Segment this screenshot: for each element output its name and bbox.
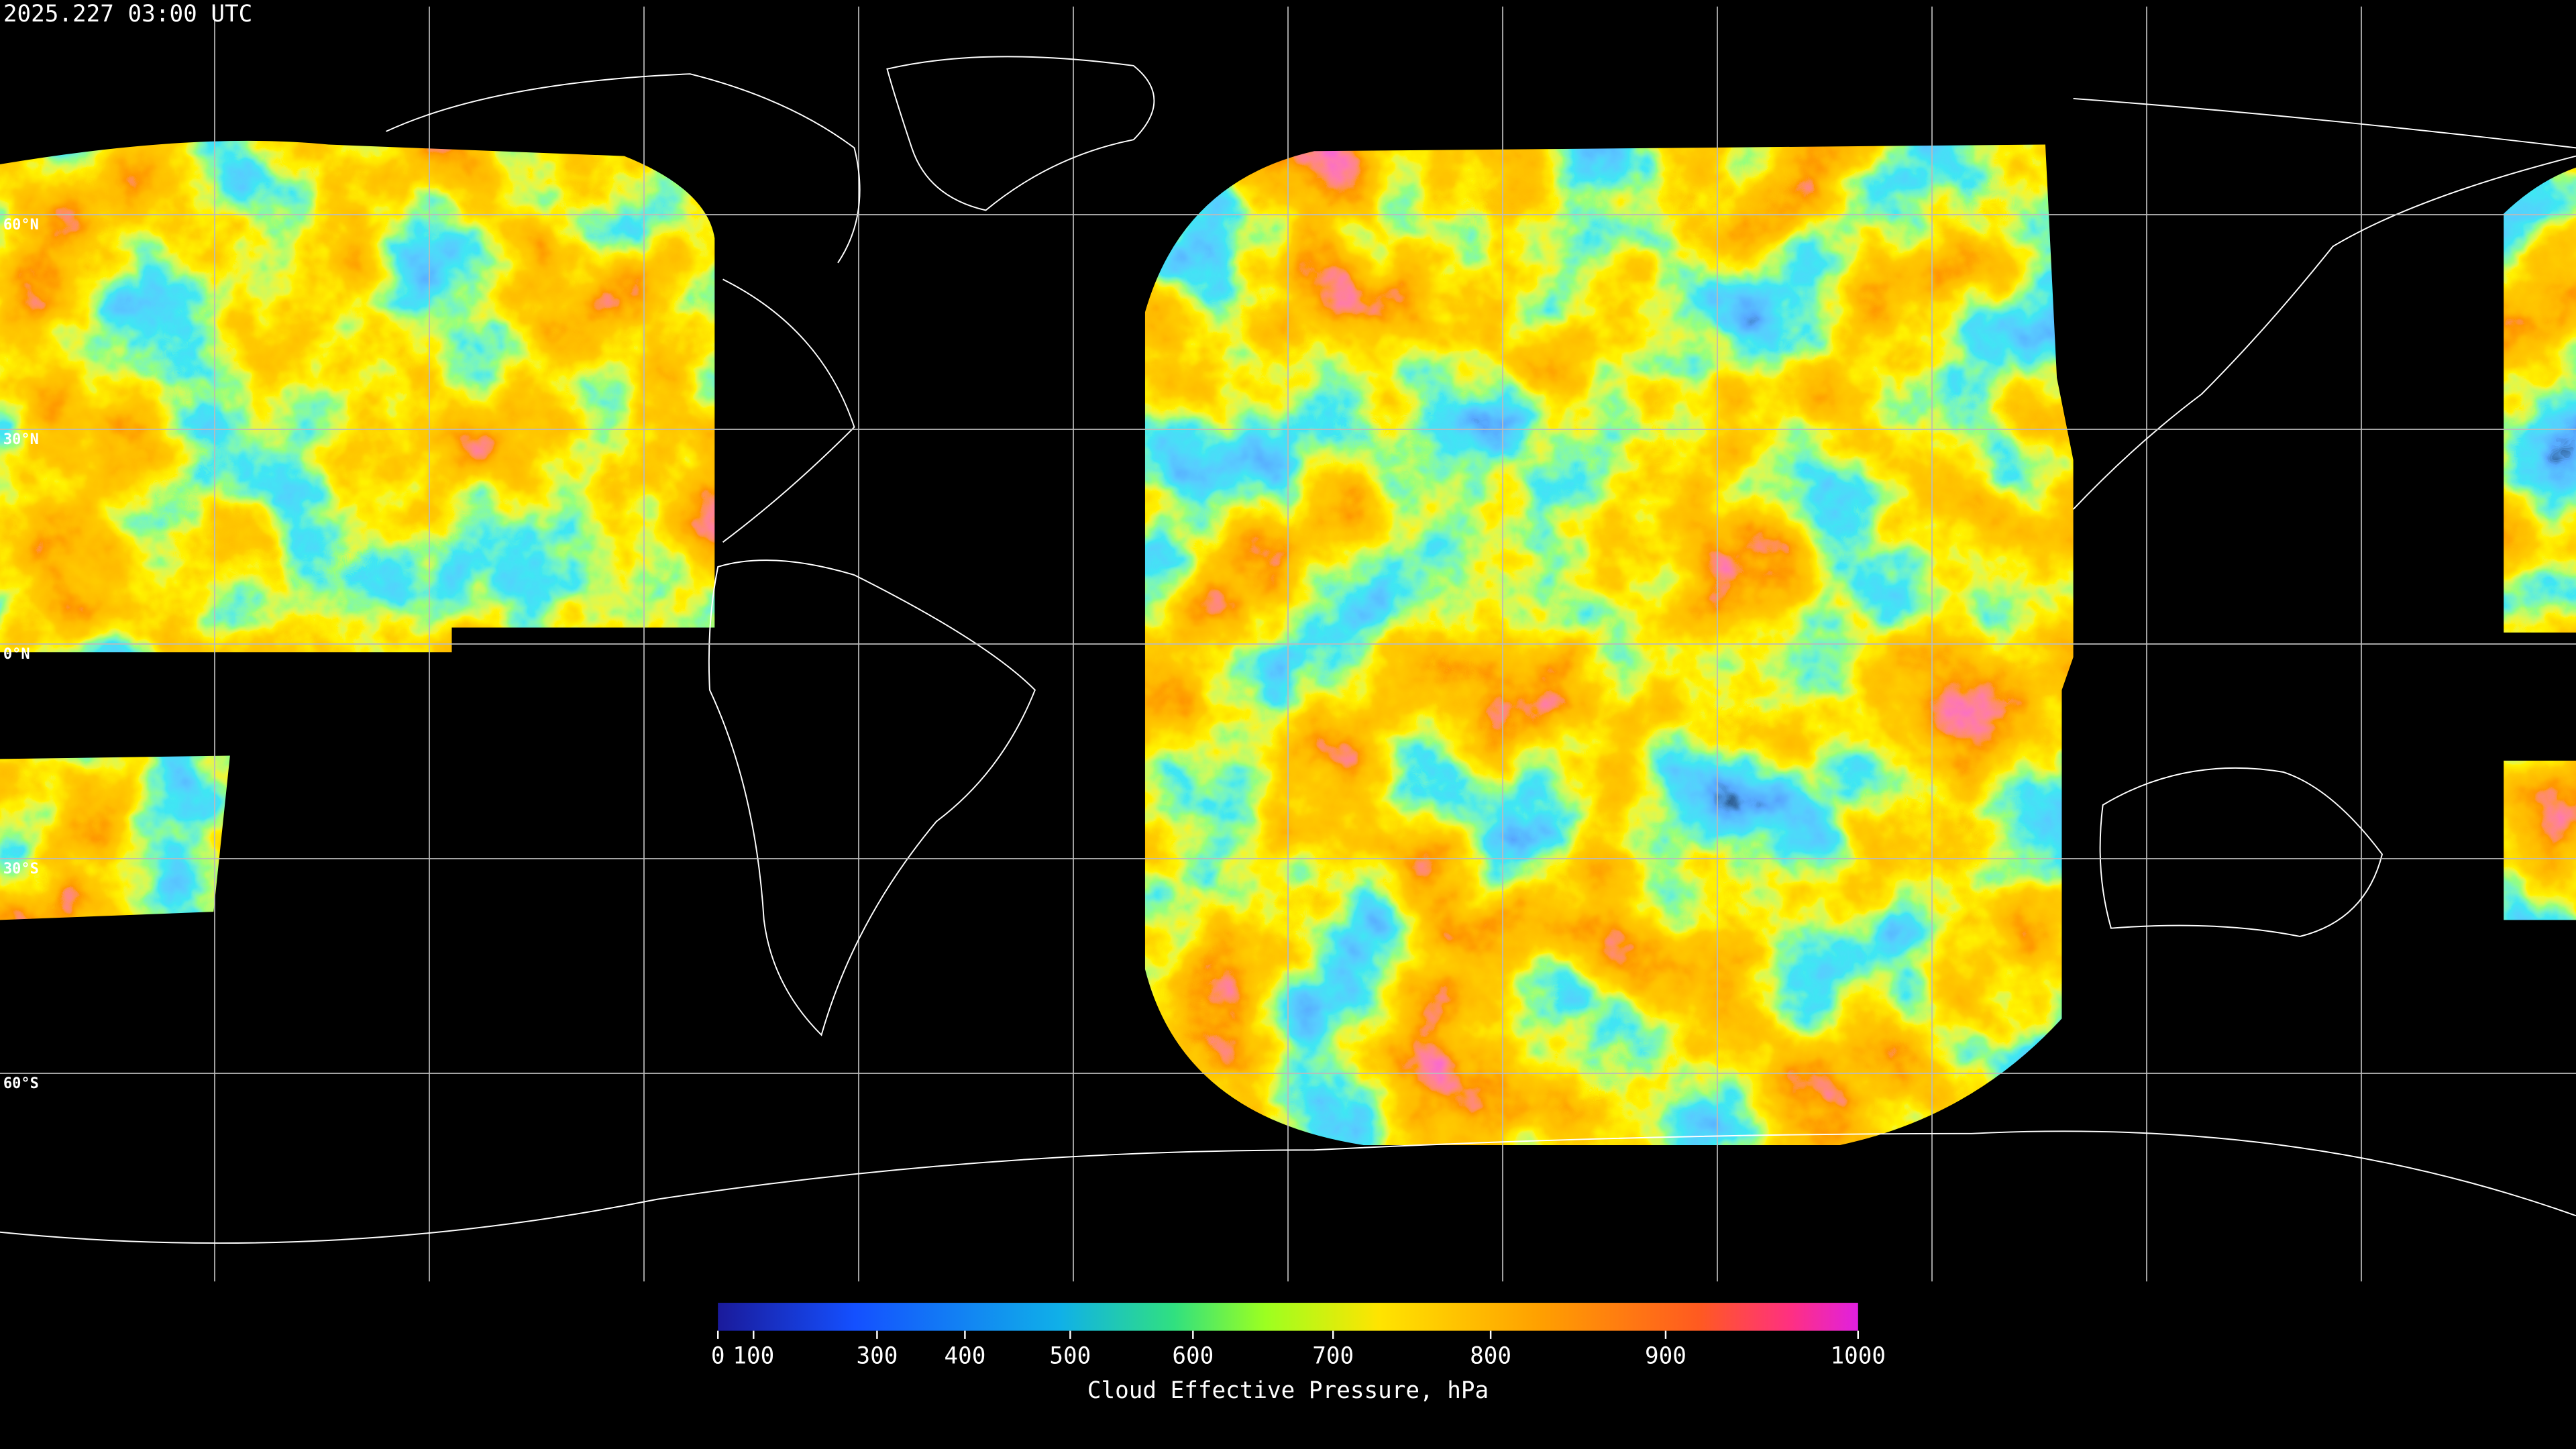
coastline (2099, 767, 2383, 937)
coastline (886, 56, 1155, 211)
colorbar-title: Cloud Effective Pressure, hPa (1087, 1377, 1489, 1404)
latitude-label: 0°N (3, 646, 30, 663)
colorbar-tick-label: 600 (1172, 1343, 1214, 1370)
colorbar-tick-label: 100 (733, 1343, 774, 1370)
timestamp: 2025.227 03:00 UTC (3, 1, 252, 28)
latitude-label: 30°S (3, 861, 39, 877)
colorbar-tick-label: 0 (711, 1343, 725, 1370)
colorbar (718, 1303, 1858, 1331)
colorbar-tick-label: 700 (1312, 1343, 1354, 1370)
coastline (708, 559, 1036, 1036)
colorbar-tick-label: 1000 (1831, 1343, 1886, 1370)
colorbar-tick-label: 500 (1049, 1343, 1091, 1370)
coastline (386, 73, 861, 543)
colorbar-tick-label: 800 (1470, 1343, 1511, 1370)
colorbar-tick-label: 300 (856, 1343, 898, 1370)
coastline (2072, 97, 2576, 510)
colorbar-ticks: 0 100 300 400 500 600 700 800 900 1000 (711, 1330, 1886, 1370)
colorbar-tick-label: 400 (944, 1343, 985, 1370)
coastlines (0, 56, 2576, 1244)
latitude-label: 60°S (3, 1075, 39, 1092)
coastline (0, 1130, 2576, 1244)
latitude-grid: 60°N 30°N 0°N 30°S 60°S (0, 214, 2576, 1092)
latitude-label: 60°N (3, 217, 39, 233)
latitude-label: 30°N (3, 431, 39, 448)
colorbar-tick-label: 900 (1645, 1343, 1686, 1370)
